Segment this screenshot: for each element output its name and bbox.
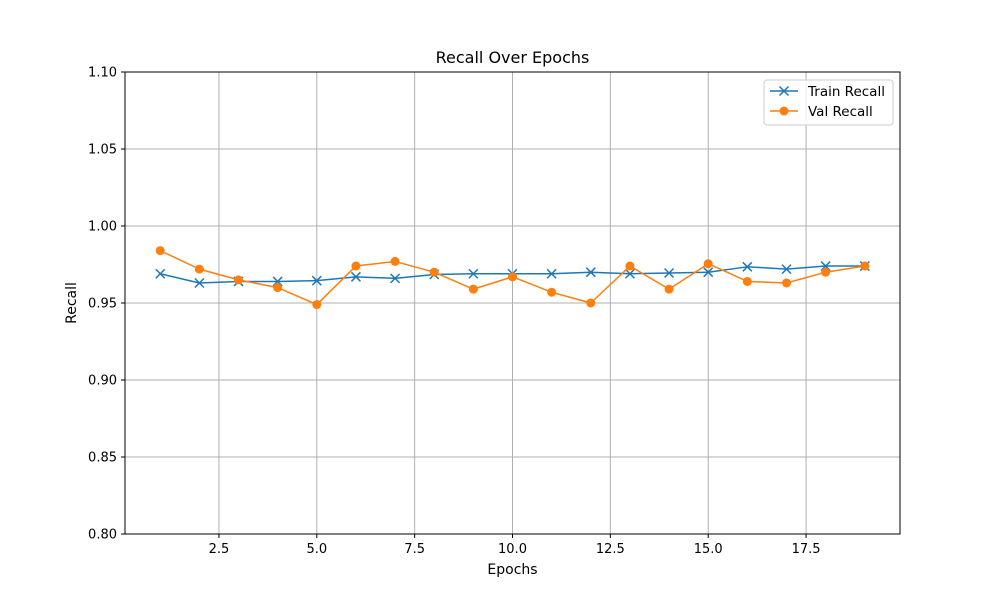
- train-recall-point: [624, 268, 635, 279]
- x-tick-label: 12.5: [596, 542, 625, 557]
- ticks: 2.5 5.0 7.5 10.0 12.5 15.0 17.5 0.80 0.85 0.90 0.9…: [88, 66, 820, 558]
- val-recall-point: [234, 275, 244, 285]
- train-recall-point-stroke: [350, 271, 361, 282]
- x-tick-label: 7.5: [404, 542, 425, 557]
- y-tick-label: 0.80: [88, 528, 117, 543]
- val-recall-point: [273, 283, 283, 293]
- train-recall-point-stroke: [664, 267, 675, 279]
- train-recall-point-stroke: [468, 268, 479, 279]
- train-recall-point-stroke: [742, 261, 753, 272]
- train-recall-point: [781, 264, 792, 275]
- y-tick-label: 0.85: [88, 451, 117, 466]
- series-layer: [155, 246, 870, 310]
- val-recall-point: [664, 284, 674, 294]
- train-recall-point: [390, 273, 401, 284]
- train-recall-point: [546, 268, 557, 279]
- train-recall-point-stroke: [546, 268, 557, 279]
- val-recall-point: [390, 256, 400, 266]
- val-recall-point: [781, 278, 791, 288]
- val-recall-point: [860, 261, 870, 271]
- legend-val-marker: [779, 106, 789, 116]
- val-recall-point: [312, 300, 322, 310]
- x-tick-label: 10.0: [498, 542, 527, 557]
- x-axis-label: Epochs: [487, 562, 537, 578]
- train-recall-point-stroke: [585, 267, 596, 278]
- train-recall-point: [742, 261, 753, 272]
- val-recall-point: [155, 246, 165, 256]
- train-recall-point-stroke: [194, 277, 205, 289]
- train-recall-point: [350, 271, 361, 282]
- y-axis-label: Recall: [64, 282, 80, 324]
- val-recall-point: [429, 267, 439, 277]
- y-tick-label: 0.90: [88, 374, 117, 389]
- train-recall-point-stroke: [155, 268, 166, 279]
- legend-val-label: Val Recall: [808, 104, 873, 120]
- train-recall-point-stroke: [624, 268, 635, 279]
- train-recall-point: [703, 267, 714, 278]
- x-tick-label: 17.5: [792, 542, 821, 557]
- legend: Train Recall Val Recall: [763, 79, 894, 126]
- y-tick-label: 1.05: [88, 143, 117, 158]
- train-recall-point-stroke: [311, 275, 322, 286]
- train-recall-point: [311, 275, 322, 286]
- y-tick-label: 1.00: [88, 220, 117, 235]
- train-recall-point: [585, 267, 596, 278]
- y-tick-label: 0.95: [88, 297, 117, 312]
- val-recall-point: [625, 261, 635, 271]
- val-recall-point: [742, 276, 752, 286]
- chart-title: Recall Over Epochs: [436, 48, 590, 67]
- val-recall-point: [703, 259, 713, 269]
- train-recall-point: [468, 268, 479, 279]
- val-recall-point: [547, 287, 557, 297]
- val-recall-point: [194, 264, 204, 274]
- train-recall-point-stroke: [703, 267, 714, 278]
- train-recall-point: [155, 268, 166, 279]
- train-recall-point-stroke: [390, 273, 401, 284]
- x-tick-label: 5.0: [306, 542, 327, 557]
- val-recall-point: [468, 284, 478, 294]
- legend-train-label: Train Recall: [807, 84, 885, 100]
- val-recall-point: [351, 261, 361, 271]
- train-recall-point-stroke: [781, 264, 792, 275]
- legend-train-marker: [778, 85, 790, 97]
- val-recall-point: [508, 272, 517, 282]
- train-recall-point: [664, 267, 675, 279]
- val-recall-point: [586, 298, 596, 308]
- train-recall-point: [194, 277, 205, 289]
- x-tick-label: 2.5: [209, 542, 230, 557]
- y-tick-label: 1.10: [88, 66, 117, 81]
- x-tick-label: 15.0: [694, 542, 723, 557]
- val-recall-point: [821, 267, 831, 277]
